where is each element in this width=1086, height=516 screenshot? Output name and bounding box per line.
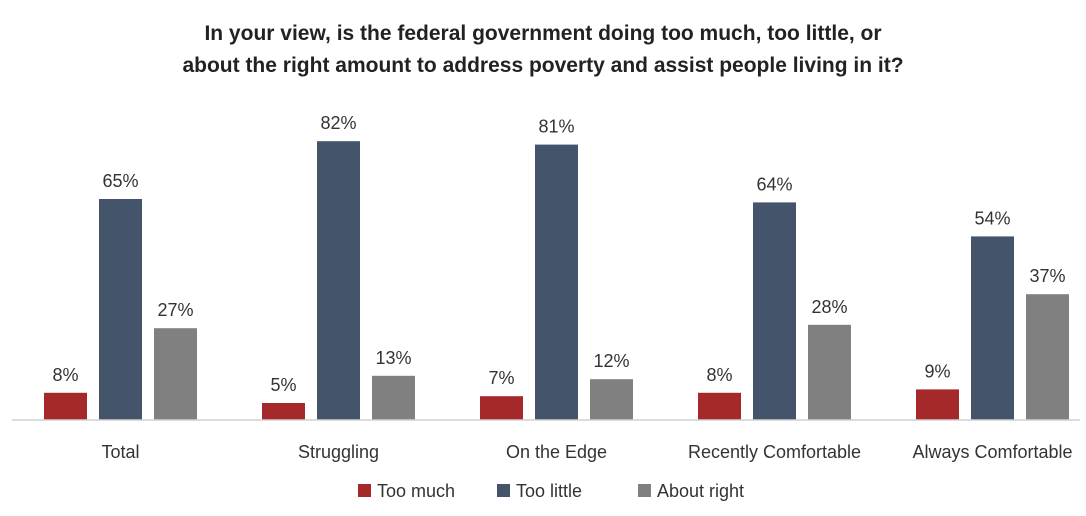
bar-struggling-too-little (317, 141, 360, 420)
bar-total-too-little (99, 199, 142, 420)
data-label-struggling-too-little: 82% (320, 113, 356, 133)
bar-struggling-about-right (372, 375, 415, 420)
bar-on-the-edge-too-much (480, 396, 523, 420)
legend-label-about-right: About right (657, 481, 744, 501)
bar-always-comfortable-too-much (916, 389, 959, 420)
legend-swatch-about-right (638, 484, 651, 497)
bar-always-comfortable-about-right (1026, 294, 1069, 420)
category-label-recently-comfortable: Recently Comfortable (688, 442, 861, 462)
bar-recently-comfortable-too-much (698, 392, 741, 420)
bar-total-about-right (154, 328, 197, 420)
chart-title: In your view, is the federal government … (182, 22, 903, 77)
legend-swatch-too-much (358, 484, 371, 497)
bar-recently-comfortable-about-right (808, 324, 851, 420)
chart-title-line-2: about the right amount to address povert… (182, 54, 903, 77)
data-label-total-about-right: 27% (157, 300, 193, 320)
data-label-total-too-much: 8% (52, 365, 78, 385)
bar-always-comfortable-too-little (971, 236, 1014, 420)
bar-on-the-edge-about-right (590, 379, 633, 420)
data-label-on-the-edge-too-much: 7% (488, 368, 514, 388)
data-label-recently-comfortable-about-right: 28% (811, 297, 847, 317)
category-label-on-the-edge: On the Edge (506, 442, 607, 462)
value-labels-group: 8% 65% 27% 5% 82% 13% 7% 81% 12% 8% 64% 28% 9% 54% 37% (52, 113, 1065, 395)
chart-title-line-1: In your view, is the federal government … (204, 22, 881, 45)
category-labels-group: Total Struggling On the Edge Recently Comfo… (101, 442, 1072, 462)
legend-label-too-little: Too little (516, 481, 582, 501)
data-label-recently-comfortable-too-much: 8% (706, 365, 732, 385)
legend-swatch-too-little (497, 484, 510, 497)
bar-on-the-edge-too-little (535, 144, 578, 420)
data-label-struggling-too-much: 5% (270, 375, 296, 395)
data-label-always-comfortable-too-much: 9% (924, 361, 950, 381)
data-label-always-comfortable-about-right: 37% (1029, 266, 1065, 286)
category-label-struggling: Struggling (298, 442, 379, 462)
data-label-struggling-about-right: 13% (375, 348, 411, 368)
data-label-on-the-edge-too-little: 81% (538, 117, 574, 137)
legend: Too much Too little About right (358, 481, 744, 501)
data-label-on-the-edge-about-right: 12% (593, 351, 629, 371)
data-label-always-comfortable-too-little: 54% (974, 208, 1010, 228)
bar-total-too-much (44, 392, 87, 420)
category-label-total: Total (101, 442, 139, 462)
bar-recently-comfortable-too-little (753, 202, 796, 420)
legend-label-too-much: Too much (377, 481, 455, 501)
category-label-always-comfortable: Always Comfortable (912, 442, 1072, 462)
data-label-recently-comfortable-too-little: 64% (756, 174, 792, 194)
bars-group (44, 141, 1069, 420)
data-label-total-too-little: 65% (102, 171, 138, 191)
bar-struggling-too-much (262, 403, 305, 420)
